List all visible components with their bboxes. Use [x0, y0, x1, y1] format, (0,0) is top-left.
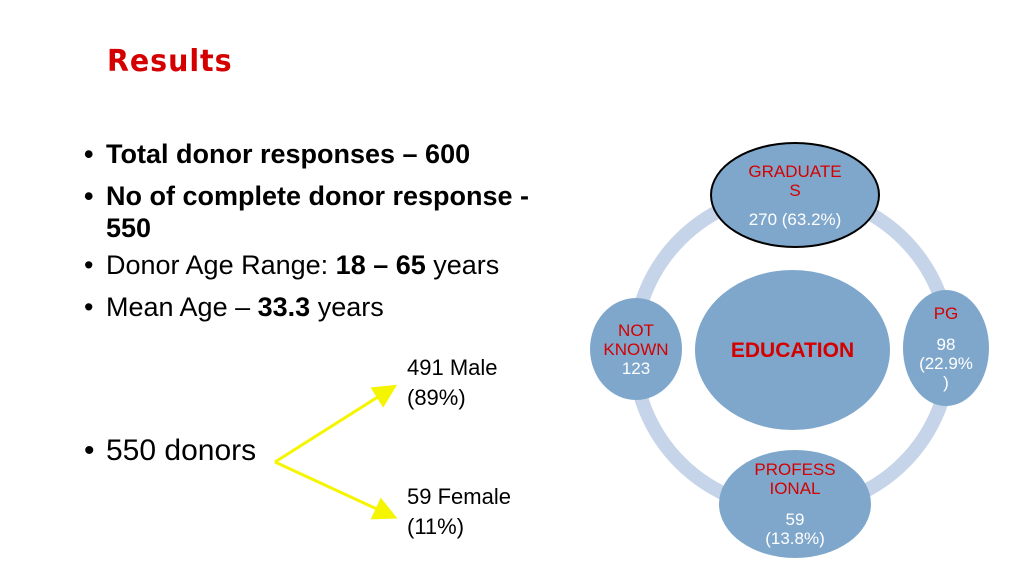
not-known-node: NOT KNOWN 123: [590, 298, 682, 400]
professional-label-1: PROFESS: [754, 460, 836, 479]
not-known-value: 123: [621, 358, 651, 378]
pg-node: PG 98 (22.9% ): [903, 290, 989, 406]
pg-value-3: ): [943, 373, 949, 392]
bullet-complete-responses: No of complete donor response - 550: [84, 180, 564, 244]
mean-age-value: 33.3: [257, 292, 311, 322]
age-range-prefix: Donor Age Range:: [106, 250, 336, 280]
mean-age-prefix: Mean Age –: [106, 292, 258, 322]
age-range-value: 18 – 65: [335, 250, 426, 280]
pg-value-1: 98: [936, 335, 956, 354]
female-count: 59 Female: [407, 484, 511, 509]
results-list: Total donor responses – 600 No of comple…: [84, 138, 564, 333]
not-known-label-2: KNOWN: [603, 339, 669, 359]
bullet-age-range: Donor Age Range: 18 – 65 years: [84, 249, 564, 281]
pg-label: PG: [933, 304, 959, 323]
professional-value-1: 59: [785, 510, 805, 529]
professional-label-2: IONAL: [769, 479, 821, 498]
professional-value-2: (13.8%): [765, 529, 825, 548]
not-known-label-1: NOT: [618, 320, 654, 340]
arrow-to-male: [274, 384, 398, 464]
graduates-node: GRADUATE S 270 (63.2%): [710, 142, 880, 248]
arrow-to-female: [274, 460, 398, 520]
male-percent: (89%): [407, 385, 466, 410]
graduates-label-2: S: [789, 180, 801, 200]
education-center-node: EDUCATION: [695, 270, 890, 430]
female-percent: (11%): [407, 514, 465, 539]
age-range-suffix: years: [425, 250, 500, 280]
graduates-label-1: GRADUATE: [748, 161, 842, 181]
bullet-mean-age: Mean Age – 33.3 years: [84, 291, 564, 323]
education-center-label: EDUCATION: [730, 338, 855, 362]
male-branch: 491 Male (89%): [407, 353, 498, 413]
male-count: 491 Male: [407, 355, 498, 380]
professional-node: PROFESS IONAL 59 (13.8%): [719, 450, 871, 558]
pg-value-2: (22.9%: [919, 354, 973, 373]
female-branch: 59 Female (11%): [407, 482, 511, 542]
mean-age-suffix: years: [310, 292, 384, 322]
donors-count: 550 donors: [84, 434, 256, 468]
slide-title: Results: [107, 44, 233, 79]
graduates-value: 270 (63.2%): [748, 209, 842, 229]
bullet-total-responses: Total donor responses – 600: [84, 138, 564, 170]
